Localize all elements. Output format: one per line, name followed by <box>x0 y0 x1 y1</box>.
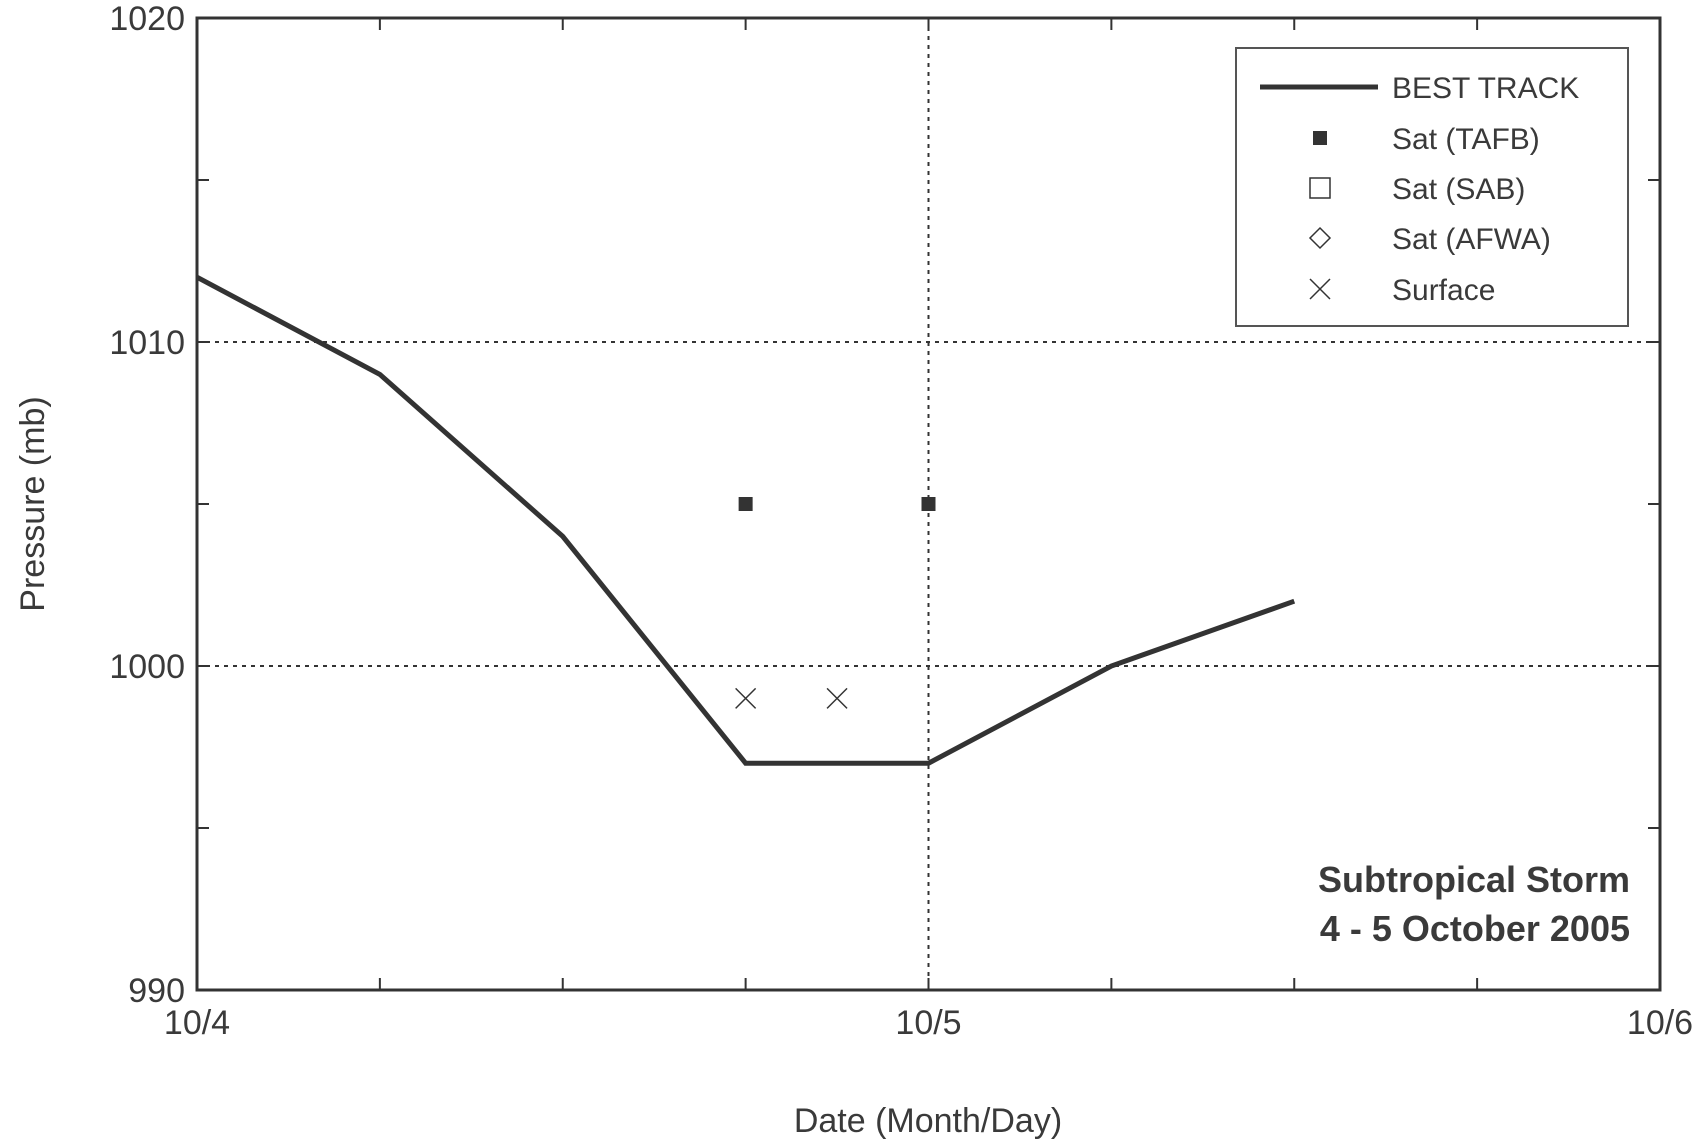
legend-entry: Sat (SAB) <box>1309 173 1525 206</box>
legend-label: Sat (SAB) <box>1392 173 1525 206</box>
data-point-x <box>826 687 848 709</box>
legend-label: Sat (AFWA) <box>1392 223 1551 256</box>
y-tick-label: 1020 <box>109 0 185 38</box>
annotation-line-1: Subtropical Storm <box>1318 859 1630 900</box>
legend-swatch-filled-square <box>1313 131 1327 145</box>
data-point-filled-square <box>738 497 753 511</box>
legend-swatch-open-square <box>1309 177 1331 199</box>
legend-entry: Sat (AFWA) <box>1308 223 1551 256</box>
data-point-filled-square <box>921 497 936 511</box>
legend-entry: BEST TRACK <box>1260 72 1579 105</box>
data-point-x <box>735 687 757 709</box>
y-tick-label: 990 <box>128 972 185 1010</box>
legend-entry: Sat (TAFB) <box>1313 123 1540 156</box>
legend-entry: Surface <box>1309 274 1495 307</box>
legend-swatch-open-diamond <box>1308 226 1332 250</box>
annotation-line-2: 4 - 5 October 2005 <box>1320 908 1630 949</box>
legend-entries: BEST TRACK Sat (TAFB) Sat (SAB) Sat (AFWA) S… <box>1260 72 1579 307</box>
axis-tick-labels: 10/4 10/5 10/6 990 1000 1010 1020 <box>109 0 1693 1042</box>
y-tick-label: 1000 <box>109 648 185 686</box>
x-tick-label: 10/5 <box>895 1004 961 1042</box>
legend-box <box>1235 47 1629 327</box>
x-tick-label: 10/6 <box>1627 1004 1693 1042</box>
legend-swatch-x <box>1309 278 1331 300</box>
legend-label: BEST TRACK <box>1392 72 1579 105</box>
chart-annotation: Subtropical Storm 4 - 5 October 2005 <box>1318 859 1630 949</box>
legend-label: Surface <box>1392 274 1495 307</box>
legend-label: Sat (TAFB) <box>1392 123 1540 156</box>
legend: BEST TRACK Sat (TAFB) Sat (SAB) Sat (AFWA) S… <box>1235 47 1629 327</box>
x-tick-label: 10/4 <box>164 1004 230 1042</box>
x-axis-title: Date (Month/Day) <box>794 1102 1062 1140</box>
plot-series <box>195 274 1296 766</box>
y-tick-label: 1010 <box>109 324 185 362</box>
axis-ticks <box>196 17 1661 991</box>
best-track-line <box>195 274 1296 766</box>
y-axis-title: Pressure (mb) <box>14 396 52 611</box>
